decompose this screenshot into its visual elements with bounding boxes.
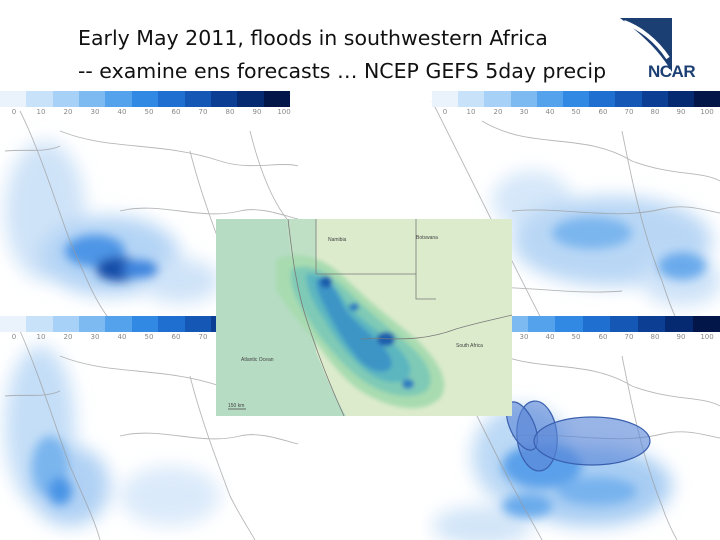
colorbar-swatch <box>692 316 720 332</box>
label-botswana: Botswana <box>416 235 438 241</box>
colorbar-swatch <box>52 316 80 332</box>
observed-flood-inset-map: Namibia Botswana South Africa Atlantic O… <box>216 218 513 417</box>
ncar-logo-text: NCAR <box>648 62 696 81</box>
colorbar-tick: 50 <box>571 333 581 341</box>
colorbar-tick: 10 <box>36 108 46 116</box>
colorbar-tick: 80 <box>650 333 660 341</box>
colorbar-swatch <box>615 91 642 107</box>
colorbar-tick: 0 <box>11 333 17 341</box>
colorbar-tick: 40 <box>117 108 127 116</box>
precip-map <box>422 91 720 320</box>
colorbar-tick: 70 <box>624 333 634 341</box>
colorbar-swatch <box>582 316 611 332</box>
colorbar-tick: 30 <box>90 108 100 116</box>
colorbar-tick: 80 <box>225 108 235 116</box>
colorbar-swatch <box>52 91 80 107</box>
colorbar-tick: 20 <box>63 333 73 341</box>
colorbar-swatch <box>79 316 106 332</box>
colorbar-swatch <box>555 316 583 332</box>
title-line-2: -- examine ens forecasts … NCEP GEFS 5da… <box>78 59 607 83</box>
colorbar-swatch <box>105 91 132 107</box>
colorbar-tick: 10 <box>466 108 476 116</box>
colorbar-tick: 60 <box>598 108 608 116</box>
colorbar-swatch <box>158 91 185 107</box>
colorbar-swatch <box>510 91 537 107</box>
colorbar-tick: 100 <box>277 108 291 116</box>
colorbar-swatch <box>665 316 693 332</box>
colorbar-ticks: 0 10 20 30 40 50 60 70 80 90 100 <box>0 108 291 118</box>
colorbar-tick: 30 <box>519 333 529 341</box>
colorbar-swatch <box>637 316 666 332</box>
colorbar-swatch <box>263 91 290 107</box>
colorbar-tick: 70 <box>624 108 634 116</box>
colorbar-tick: 100 <box>700 333 714 341</box>
precip-map <box>0 91 298 320</box>
ncar-logo-icon <box>620 18 672 72</box>
colorbar-tick: 100 <box>700 108 714 116</box>
colorbar-swatch <box>610 316 638 332</box>
colorbar <box>0 91 290 107</box>
slide-title: Early May 2011, floods in southwestern A… <box>78 22 658 88</box>
colorbar-swatch <box>536 91 563 107</box>
colorbar-swatch <box>79 91 106 107</box>
colorbar-tick: 90 <box>252 108 262 116</box>
colorbar-swatch <box>131 316 159 332</box>
colorbar-swatch <box>667 91 694 107</box>
colorbar-tick: 30 <box>90 333 100 341</box>
colorbar <box>432 91 720 107</box>
forecast-panel-top-right: 0 10 20 30 40 50 60 70 80 90 100 <box>422 91 720 320</box>
inset-map-svg: Namibia Botswana South Africa Atlantic O… <box>216 218 513 417</box>
colorbar-swatch <box>184 316 211 332</box>
colorbar-swatch <box>0 316 27 332</box>
colorbar-tick: 40 <box>545 333 555 341</box>
colorbar-swatch <box>131 91 159 107</box>
colorbar-tick: 0 <box>442 108 448 116</box>
colorbar-swatch <box>527 316 556 332</box>
colorbar-tick: 50 <box>571 108 581 116</box>
colorbar-swatch <box>158 316 185 332</box>
colorbar-tick: 80 <box>650 108 660 116</box>
colorbar-swatch <box>210 91 238 107</box>
colorbar-swatch <box>484 91 511 107</box>
colorbar-tick: 60 <box>171 108 181 116</box>
label-namibia: Namibia <box>328 237 347 243</box>
colorbar-swatch <box>184 91 211 107</box>
colorbar-swatch <box>237 91 264 107</box>
colorbar-tick: 90 <box>676 108 686 116</box>
colorbar-tick: 10 <box>36 333 46 341</box>
label-south-africa: South Africa <box>456 343 483 349</box>
highlight-ellipses <box>505 400 651 472</box>
colorbar-tick: 40 <box>117 333 127 341</box>
colorbar-swatch <box>458 91 485 107</box>
colorbar-tick: 50 <box>144 333 154 341</box>
colorbar-swatch <box>0 91 27 107</box>
colorbar-tick: 70 <box>198 333 208 341</box>
label-scale: 150 km <box>228 403 244 409</box>
colorbar-tick: 20 <box>63 108 73 116</box>
title-line-1: Early May 2011, floods in southwestern A… <box>78 26 548 50</box>
colorbar-tick: 40 <box>545 108 555 116</box>
label-atlantic-ocean: Atlantic Ocean <box>241 357 274 363</box>
colorbar-ticks: 0 10 20 30 40 50 60 70 80 90 100 <box>432 108 720 118</box>
colorbar-tick: 60 <box>598 333 608 341</box>
colorbar-swatch <box>26 91 53 107</box>
colorbar-swatch <box>26 316 53 332</box>
colorbar-tick: 30 <box>519 108 529 116</box>
colorbar-tick: 60 <box>171 333 181 341</box>
colorbar-swatch <box>562 91 590 107</box>
colorbar-swatch <box>432 91 459 107</box>
colorbar-tick: 0 <box>11 108 17 116</box>
forecast-panel-top-left: 0 10 20 30 40 50 60 70 80 90 100 <box>0 91 298 320</box>
colorbar-swatch <box>105 316 132 332</box>
colorbar-tick: 70 <box>198 108 208 116</box>
colorbar-tick: 20 <box>493 108 503 116</box>
colorbar-tick: 90 <box>676 333 686 341</box>
colorbar-swatch <box>693 91 720 107</box>
colorbar-swatch <box>589 91 616 107</box>
colorbar-tick: 50 <box>144 108 154 116</box>
colorbar-swatch <box>641 91 668 107</box>
